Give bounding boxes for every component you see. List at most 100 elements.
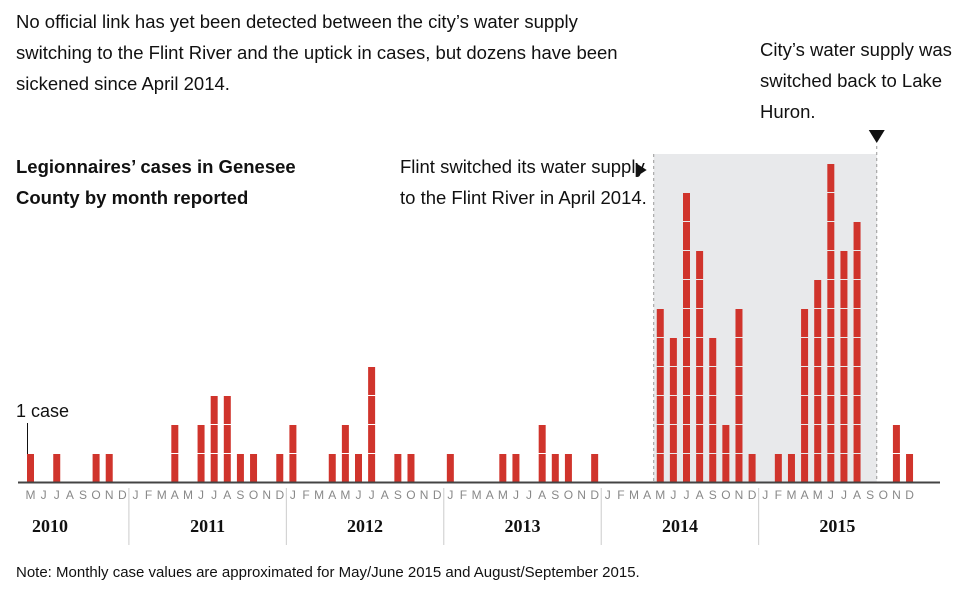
bar-segment bbox=[368, 367, 376, 395]
bar-segment bbox=[223, 396, 231, 424]
bar-segment bbox=[814, 367, 822, 395]
bar-segment bbox=[735, 309, 743, 337]
bar-segment bbox=[840, 338, 848, 366]
month-tick-label: M bbox=[314, 488, 324, 502]
bar bbox=[787, 454, 795, 482]
bar-segment bbox=[853, 309, 861, 337]
bar-segment bbox=[656, 396, 664, 424]
bar-segment bbox=[814, 425, 822, 453]
year-label: 2011 bbox=[190, 516, 225, 536]
bar-segment bbox=[407, 454, 415, 482]
bar-segment bbox=[53, 454, 61, 482]
month-tick-label: N bbox=[735, 488, 744, 502]
bar-segment bbox=[853, 425, 861, 453]
month-tick-label: J bbox=[132, 488, 138, 502]
bar bbox=[236, 454, 244, 482]
month-tick-label: M bbox=[157, 488, 167, 502]
bar-segment bbox=[656, 367, 664, 395]
bar-segment bbox=[696, 251, 704, 279]
bar bbox=[774, 454, 782, 482]
bar-segment bbox=[683, 251, 690, 279]
bar bbox=[683, 193, 690, 482]
month-tick-label: D bbox=[905, 488, 914, 502]
bar bbox=[709, 338, 717, 482]
bar-segment bbox=[683, 454, 690, 482]
month-tick-label: A bbox=[171, 488, 179, 502]
bar-segment bbox=[827, 193, 835, 221]
bar-segment bbox=[827, 309, 835, 337]
month-tick-label: D bbox=[590, 488, 599, 502]
bar-segment bbox=[669, 454, 677, 482]
bar-segment bbox=[709, 367, 717, 395]
bar-segment bbox=[368, 396, 376, 424]
bar-segment bbox=[92, 454, 100, 482]
bar-segment bbox=[906, 454, 914, 482]
bar-segment bbox=[709, 338, 717, 366]
bar-segment bbox=[722, 454, 730, 482]
bar-segment bbox=[656, 425, 664, 453]
month-tick-label: S bbox=[866, 488, 874, 502]
bar bbox=[840, 251, 848, 482]
bar-segment bbox=[853, 338, 861, 366]
bar-segment bbox=[683, 222, 690, 250]
bar-segment bbox=[683, 280, 690, 308]
month-tick-label: J bbox=[828, 488, 834, 502]
month-tick-label: J bbox=[356, 488, 362, 502]
bar bbox=[407, 454, 415, 482]
month-tick-label: A bbox=[381, 488, 389, 502]
bar-segment bbox=[591, 454, 599, 482]
month-tick-label: M bbox=[340, 488, 350, 502]
bar-segment bbox=[735, 396, 743, 424]
bar-segment bbox=[827, 251, 835, 279]
chart-note: Note: Monthly case values are approximat… bbox=[16, 564, 640, 581]
bar bbox=[105, 454, 113, 482]
bar bbox=[210, 396, 218, 482]
down-arrow-icon bbox=[868, 130, 885, 143]
bar-segment bbox=[105, 454, 113, 482]
bar-segment bbox=[355, 454, 362, 482]
bar-segment bbox=[709, 425, 717, 453]
month-tick-label: D bbox=[275, 488, 284, 502]
bar-segment bbox=[669, 338, 677, 366]
bar bbox=[656, 309, 664, 482]
annotation-switch-back: City’s water supply was switched back to… bbox=[760, 39, 952, 122]
bar-segment bbox=[801, 425, 809, 453]
bar-segment bbox=[840, 425, 848, 453]
month-tick-label: F bbox=[302, 488, 309, 502]
bar-segment bbox=[289, 425, 297, 453]
bar-segment bbox=[840, 367, 848, 395]
bar-segment bbox=[774, 454, 782, 482]
bar-segment bbox=[827, 367, 835, 395]
month-tick-label: A bbox=[853, 488, 861, 502]
bar bbox=[328, 454, 336, 482]
annotation-switch: Flint switched its water supply to the F… bbox=[400, 156, 647, 208]
month-tick-label: N bbox=[105, 488, 114, 502]
bar bbox=[801, 309, 809, 482]
intro-text: No official link has yet been detected b… bbox=[16, 11, 618, 94]
bar-segment bbox=[709, 396, 717, 424]
month-tick-label: A bbox=[486, 488, 494, 502]
bar bbox=[289, 425, 297, 482]
bar-segment bbox=[223, 454, 231, 482]
bar bbox=[171, 425, 179, 482]
bar-segment bbox=[341, 425, 349, 453]
bar-segment bbox=[656, 309, 664, 337]
bar bbox=[827, 164, 835, 482]
month-tick-label: J bbox=[841, 488, 847, 502]
month-tick-label: N bbox=[577, 488, 586, 502]
bar-segment bbox=[197, 425, 205, 453]
month-tick-label: N bbox=[420, 488, 429, 502]
bar-segment bbox=[748, 454, 756, 482]
bar bbox=[906, 454, 914, 482]
bar-segment bbox=[801, 454, 809, 482]
bar-segment bbox=[853, 396, 861, 424]
month-tick-label: S bbox=[79, 488, 87, 502]
bar bbox=[814, 280, 822, 482]
month-tick-label: J bbox=[670, 488, 676, 502]
bar-segment bbox=[853, 251, 861, 279]
bar-segment bbox=[171, 425, 179, 453]
month-tick-label: J bbox=[762, 488, 768, 502]
bar-segment bbox=[683, 367, 690, 395]
bar-segment bbox=[827, 396, 835, 424]
